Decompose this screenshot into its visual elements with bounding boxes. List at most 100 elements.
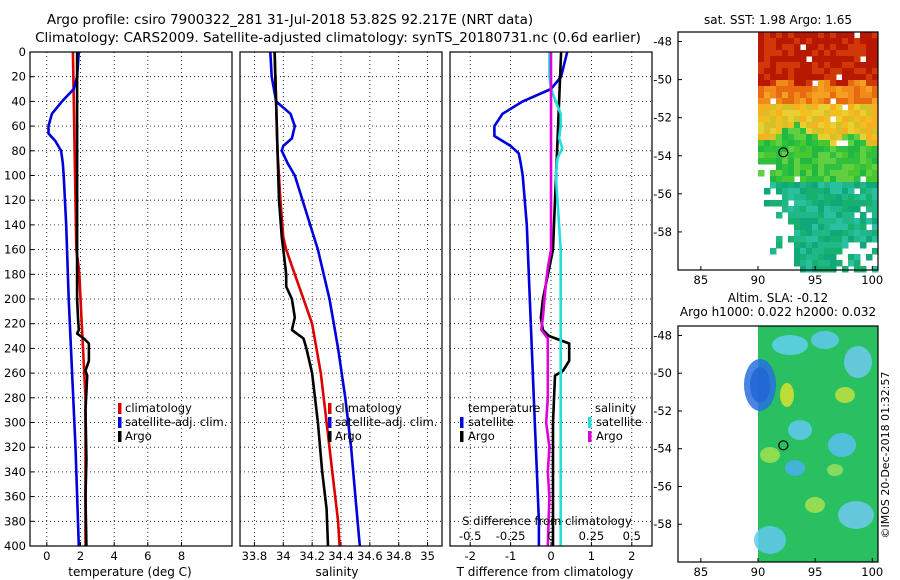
sst-cell <box>788 206 795 213</box>
sst-cell <box>830 260 837 267</box>
sst-cell <box>848 164 855 171</box>
sst-cell <box>830 152 837 159</box>
x-tick-label: 2 <box>628 549 635 563</box>
y-tick-label: 400 <box>4 539 26 553</box>
sst-cell <box>812 128 819 135</box>
sst-cell <box>818 158 825 165</box>
sst-cell <box>770 170 777 177</box>
sst-cell <box>842 68 849 75</box>
sst-cell <box>842 50 849 57</box>
sla-anomaly-blob <box>828 433 856 457</box>
sst-cell <box>812 230 819 237</box>
sst-cell <box>866 92 873 99</box>
sst-cell <box>860 62 867 69</box>
sst-cell <box>872 110 879 117</box>
sst-cell <box>830 254 837 261</box>
sst-cell <box>794 86 801 93</box>
sst-cell <box>836 32 843 39</box>
y-tick-label: -50 <box>653 73 672 87</box>
y-tick-label: -52 <box>653 111 672 125</box>
sst-cell <box>860 200 867 207</box>
sst-cell <box>842 242 849 249</box>
sst-cell <box>788 116 795 123</box>
sst-cell <box>794 230 801 237</box>
sst-cell <box>860 212 867 219</box>
y-tick-label: 160 <box>4 243 26 257</box>
sst-cell <box>776 188 783 195</box>
sst-cell <box>872 158 879 165</box>
sst-cell <box>836 170 843 177</box>
sst-cell <box>836 230 843 237</box>
sst-cell <box>788 212 795 219</box>
sst-cell <box>830 170 837 177</box>
sst-cell <box>764 32 771 39</box>
sst-cell <box>860 128 867 135</box>
y-tick-label: 260 <box>4 366 26 380</box>
sst-cell <box>794 194 801 201</box>
sst-cell <box>866 182 873 189</box>
sst-cell <box>842 158 849 165</box>
sst-cell <box>800 116 807 123</box>
sst-cell <box>854 140 861 147</box>
sst-cell <box>866 50 873 57</box>
legend-swatch <box>460 417 464 428</box>
sst-cell <box>848 68 855 75</box>
sst-cell <box>836 134 843 141</box>
sst-cell <box>800 68 807 75</box>
sst-cell <box>830 158 837 165</box>
sst-cell <box>848 212 855 219</box>
sst-cell <box>830 110 837 117</box>
sst-cell <box>824 230 831 237</box>
temperature-panel: 0 2 4 6 802040608010012014016018020022024026… <box>4 45 233 563</box>
sst-cell <box>860 32 867 39</box>
sst-cell <box>788 110 795 117</box>
sst-cell <box>788 38 795 45</box>
sst-cell <box>830 86 837 93</box>
sst-cell <box>794 116 801 123</box>
sst-cell <box>830 50 837 57</box>
sst-cell <box>794 38 801 45</box>
sst-cell <box>866 32 873 39</box>
sst-cell <box>842 194 849 201</box>
sst-cell <box>824 134 831 141</box>
sst-cell <box>758 50 765 57</box>
sst-cell <box>836 188 843 195</box>
sst-cell <box>812 122 819 129</box>
y-tick-label: -48 <box>653 35 672 49</box>
sst-cell <box>800 266 807 273</box>
sst-cell <box>800 200 807 207</box>
sst-cell <box>818 110 825 117</box>
sst-cell <box>842 92 849 99</box>
sst-cell <box>758 38 765 45</box>
sst-cell <box>848 230 855 237</box>
sst-cell <box>872 188 879 195</box>
sst-cell <box>806 170 813 177</box>
sst-cell <box>800 56 807 63</box>
sst-cell <box>788 98 795 105</box>
sst-cell <box>872 134 879 141</box>
sst-cell <box>782 116 789 123</box>
legend-swatch <box>588 417 592 428</box>
x-tick-label: 34.4 <box>328 549 354 563</box>
sst-cell <box>872 86 879 93</box>
sst-cell <box>812 176 819 183</box>
sst-cell <box>818 122 825 129</box>
sst-cell <box>872 236 879 243</box>
sst-cell <box>848 254 855 261</box>
sst-map-panel: 85 90 95 100 -48 -50 -52 -54 -56 -58 <box>653 31 883 287</box>
sst-cell <box>860 182 867 189</box>
sst-cell <box>782 146 789 153</box>
sst-cell <box>836 110 843 117</box>
sst-cell <box>824 110 831 117</box>
sst-cell <box>782 86 789 93</box>
plot-frame <box>449 51 653 547</box>
sst-cell <box>842 98 849 105</box>
sst-cell <box>758 86 765 93</box>
sst-cell <box>872 230 879 237</box>
sst-cell <box>836 176 843 183</box>
sst-cell <box>818 248 825 255</box>
sst-cell <box>800 254 807 261</box>
sst-cell <box>788 80 795 87</box>
sst-cell <box>818 140 825 147</box>
sst-cell <box>788 140 795 147</box>
